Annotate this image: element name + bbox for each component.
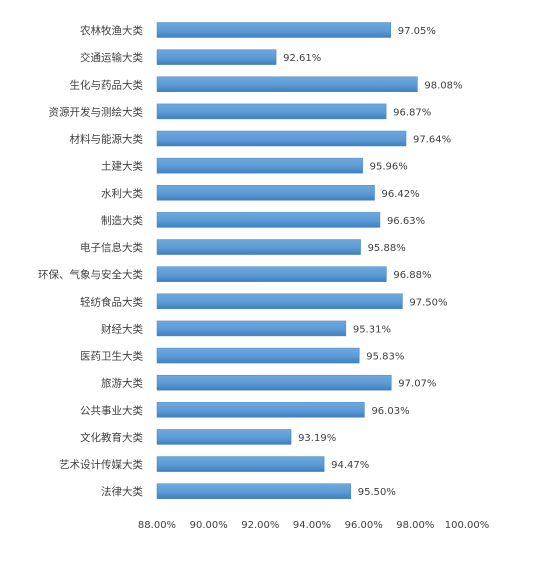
category-label: 文化教育大类	[80, 431, 143, 444]
data-label: 95.31%	[353, 324, 391, 335]
data-label: 96.88%	[393, 270, 431, 281]
category-label: 交通运输大类	[80, 51, 143, 64]
category-label: 水利大类	[101, 187, 143, 200]
data-label: 95.83%	[366, 352, 404, 363]
data-label: 96.03%	[371, 406, 409, 417]
category-label: 艺术设计传媒大类	[59, 458, 143, 471]
data-label: 95.96%	[370, 162, 408, 173]
category-label: 生化与药品大类	[70, 78, 144, 91]
bar	[156, 293, 403, 310]
data-label: 97.05%	[398, 26, 436, 37]
bar	[156, 402, 365, 418]
bar	[156, 157, 363, 174]
category-label: 医药卫生大类	[80, 350, 143, 363]
x-tick-label: 88.00%	[138, 520, 176, 531]
data-label: 95.88%	[368, 243, 406, 254]
bar	[156, 429, 292, 445]
value-labels: 97.05% 92.61% 98.08% 96.87% 97.64% 95.96% 96.4…	[283, 26, 462, 498]
category-labels: 农林牧渔大类交通运输大类生化与药品大类资源开发与测绘大类材料与能源大类土建大类水…	[38, 24, 143, 498]
data-label: 95.50%	[358, 487, 396, 498]
data-label: 97.50%	[409, 297, 447, 308]
x-tick-label: 100.00%	[445, 520, 490, 531]
bars-layer	[156, 22, 418, 499]
category-label: 农林牧渔大类	[80, 24, 143, 37]
bar	[156, 374, 392, 391]
bar	[156, 185, 375, 201]
data-label: 97.64%	[413, 135, 451, 146]
category-label: 轻纺食品大类	[80, 295, 143, 308]
data-label: 92.61%	[283, 53, 321, 64]
bar	[156, 239, 361, 255]
bar	[156, 456, 325, 472]
data-label: 96.63%	[387, 216, 425, 227]
category-label: 法律大类	[101, 485, 143, 498]
bar	[156, 130, 407, 147]
data-label: 93.19%	[298, 433, 336, 444]
category-label: 资源开发与测绘大类	[49, 105, 144, 118]
category-label: 材料与能源大类	[70, 133, 144, 146]
x-tick-label: 96.00%	[345, 520, 383, 531]
x-tick-label: 98.00%	[396, 520, 434, 531]
bar	[156, 76, 418, 93]
bar	[156, 266, 387, 282]
bar	[156, 22, 392, 38]
bar	[156, 212, 381, 228]
bar	[156, 483, 351, 499]
category-label: 财经大类	[101, 322, 143, 335]
data-label: 94.47%	[331, 460, 369, 471]
data-label: 97.07%	[398, 379, 436, 390]
category-label: 旅游大类	[101, 377, 143, 390]
bar	[156, 347, 360, 364]
x-tick-label: 90.00%	[190, 520, 228, 531]
category-label: 电子信息大类	[80, 241, 143, 254]
bar	[156, 49, 277, 65]
category-label: 环保、气象与安全大类	[38, 268, 143, 281]
x-tick-label: 94.00%	[293, 520, 331, 531]
x-tick-label: 92.00%	[241, 520, 279, 531]
data-label: 96.42%	[382, 189, 420, 200]
category-label: 土建大类	[101, 160, 143, 173]
category-label: 公共事业大类	[80, 404, 143, 417]
bar	[156, 103, 387, 120]
bar	[156, 320, 347, 337]
data-label: 98.08%	[424, 80, 462, 91]
x-axis-ticks: 88.00% 90.00% 92.00% 94.00% 96.00% 98.00% 100.…	[138, 520, 489, 531]
category-label: 制造大类	[101, 214, 143, 227]
data-label: 96.87%	[393, 107, 431, 118]
